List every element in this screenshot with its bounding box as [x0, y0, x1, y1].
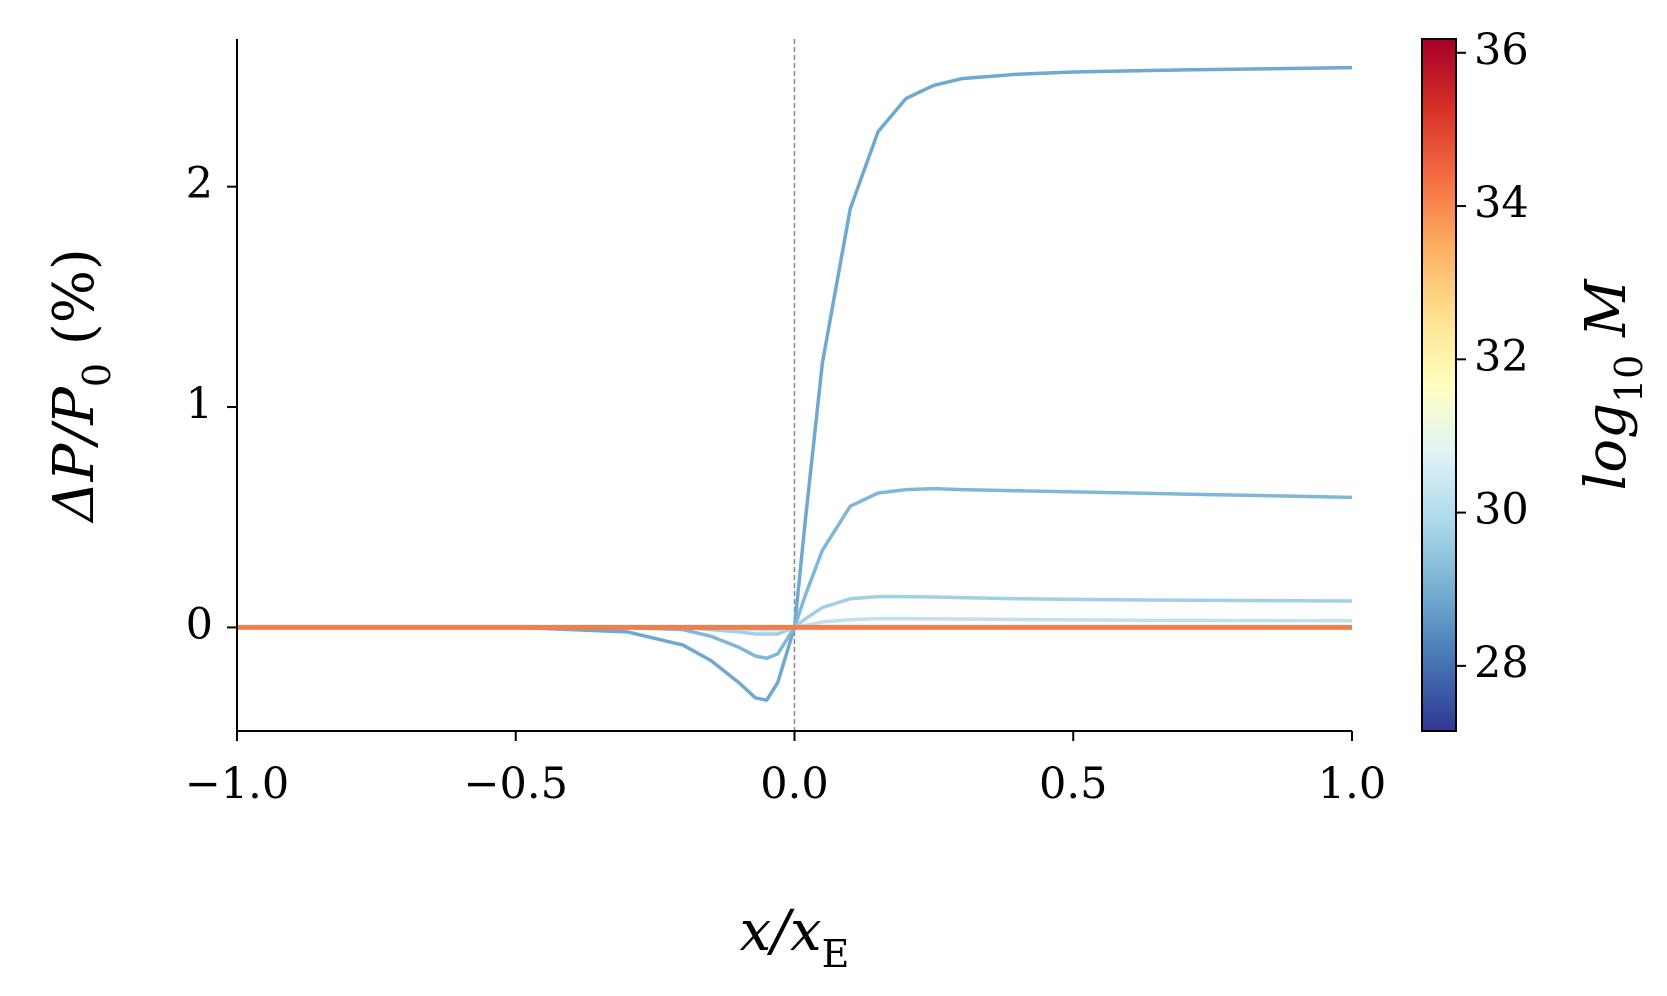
x-axis-label-main: x/x — [740, 899, 822, 964]
colorbar-tick-label: 28 — [1474, 638, 1529, 688]
colorbar-label-sub: 10 — [1607, 355, 1651, 403]
colorbar-label-tail: M — [1574, 278, 1639, 355]
x-tick-label: 0.0 — [760, 759, 828, 809]
y-tick-label: 0 — [186, 599, 213, 649]
y-tick-label: 1 — [186, 379, 213, 429]
x-axis-label-sub: E — [822, 932, 850, 976]
y-axis-label-sub: 0 — [75, 363, 119, 387]
colorbar-tick-label: 32 — [1474, 331, 1529, 381]
y-axis-label-tail: (%) — [42, 248, 107, 363]
series-line — [237, 65, 1353, 702]
x-tick-label: −0.5 — [464, 759, 568, 809]
series-line — [237, 486, 1353, 661]
y-axis-label: ΔP/P0 (%) — [42, 248, 119, 524]
colorbar-tick-label: 34 — [1474, 178, 1529, 228]
colorbar-label-main: log — [1574, 403, 1639, 490]
x-tick-label: 1.0 — [1318, 759, 1386, 809]
x-axis-label: x/xE — [740, 899, 850, 976]
y-tick-label: 2 — [186, 159, 213, 209]
colorbar-label: log10 M — [1574, 278, 1651, 491]
colorbar — [1421, 38, 1457, 732]
colorbar-tick-label: 36 — [1474, 25, 1529, 75]
y-axis-label-main: ΔP/P — [42, 386, 107, 524]
x-tick-label: −1.0 — [185, 759, 289, 809]
colorbar-tick-label: 30 — [1474, 485, 1529, 535]
x-tick-label: 0.5 — [1039, 759, 1107, 809]
